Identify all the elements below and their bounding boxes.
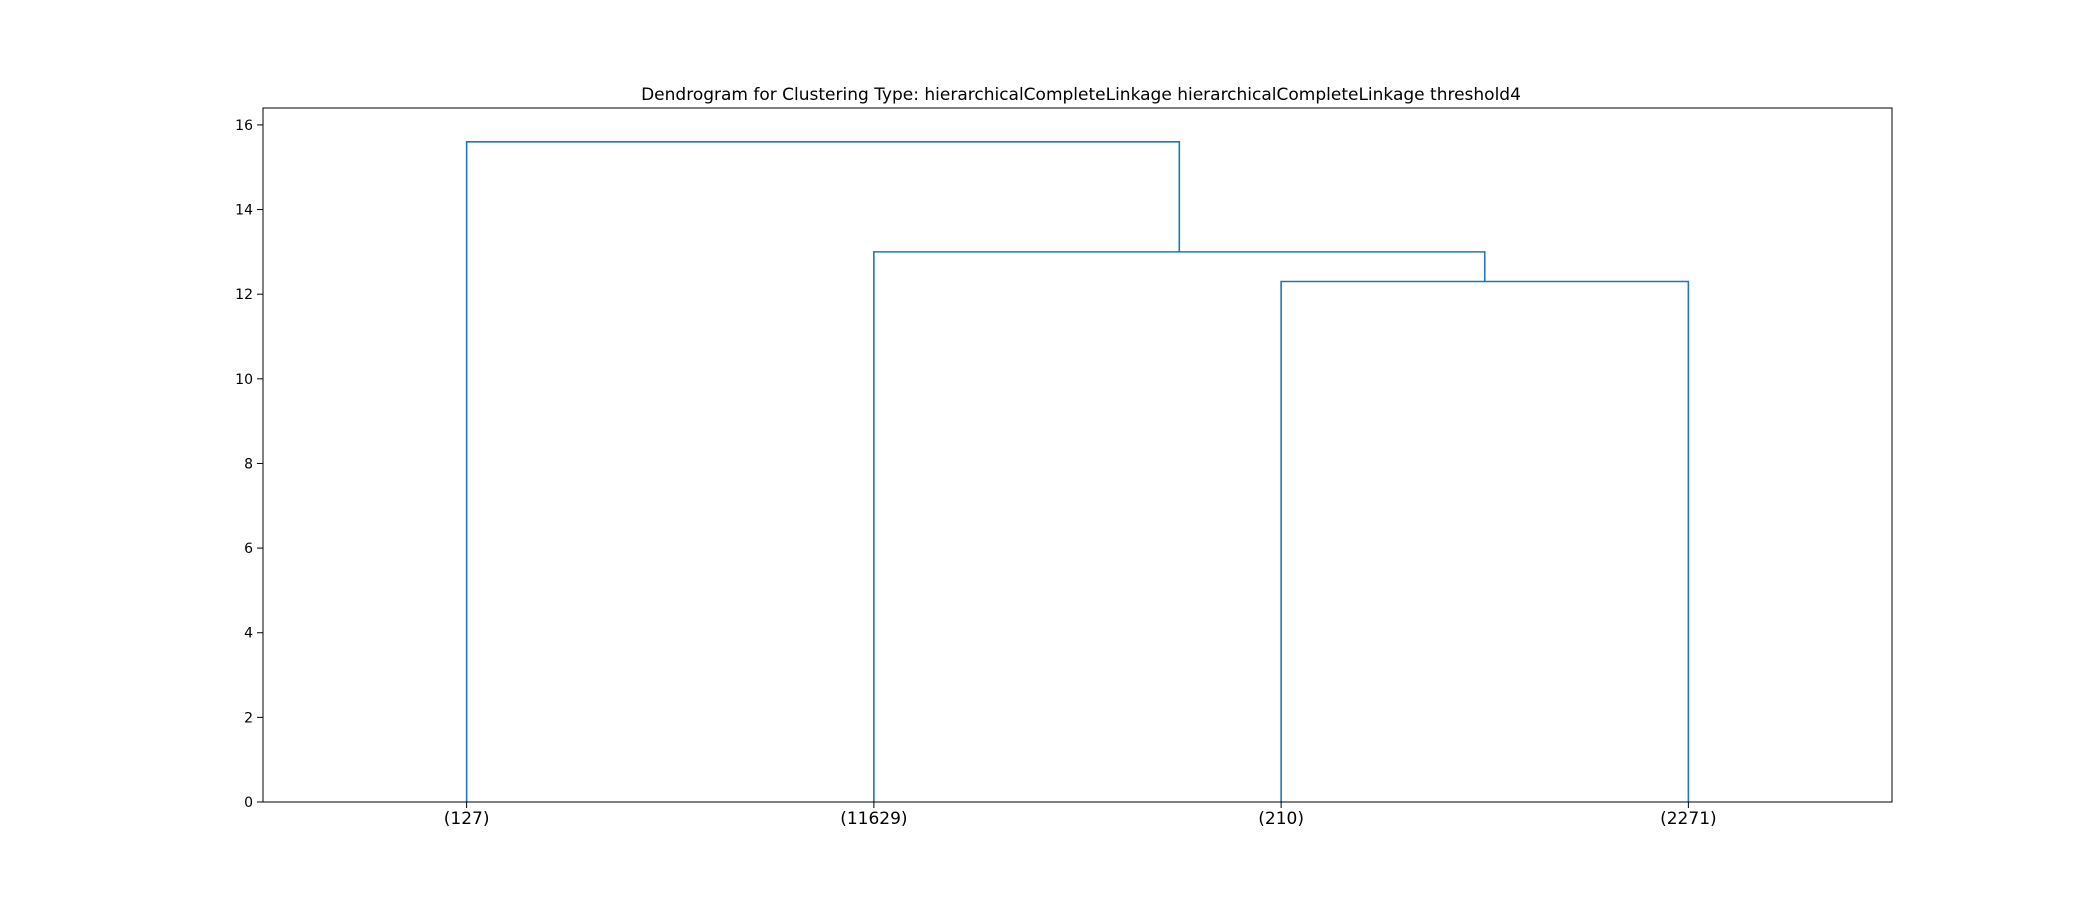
- y-tick-label: 14: [235, 203, 253, 219]
- y-tick-label: 6: [244, 541, 253, 557]
- y-tick-label: 0: [244, 795, 253, 811]
- y-tick-label: 4: [244, 626, 253, 642]
- y-tick-label: 10: [235, 372, 253, 388]
- leaf-label: (127): [444, 809, 490, 829]
- y-axis: 0 2 4 6 8 10 12 14 16: [235, 118, 263, 811]
- y-tick-label: 8: [244, 456, 253, 472]
- y-tick-label: 2: [244, 710, 253, 726]
- leaf-label: (210): [1258, 809, 1304, 829]
- x-axis: (127) (11629) (210) (2271): [444, 802, 1717, 829]
- merge-link-1: [1280, 280, 1690, 802]
- y-tick-label: 16: [235, 118, 253, 134]
- y-tick-label: 12: [235, 287, 253, 303]
- merge-link-3: [465, 141, 1181, 802]
- chart-title: Dendrogram for Clustering Type: hierarch…: [641, 85, 1521, 105]
- leaf-label: (11629): [840, 809, 907, 829]
- dendrogram-links: [465, 141, 1690, 802]
- leaf-label: (2271): [1660, 809, 1717, 829]
- plot-frame: [262, 107, 1893, 803]
- merge-link-2: [873, 251, 1486, 802]
